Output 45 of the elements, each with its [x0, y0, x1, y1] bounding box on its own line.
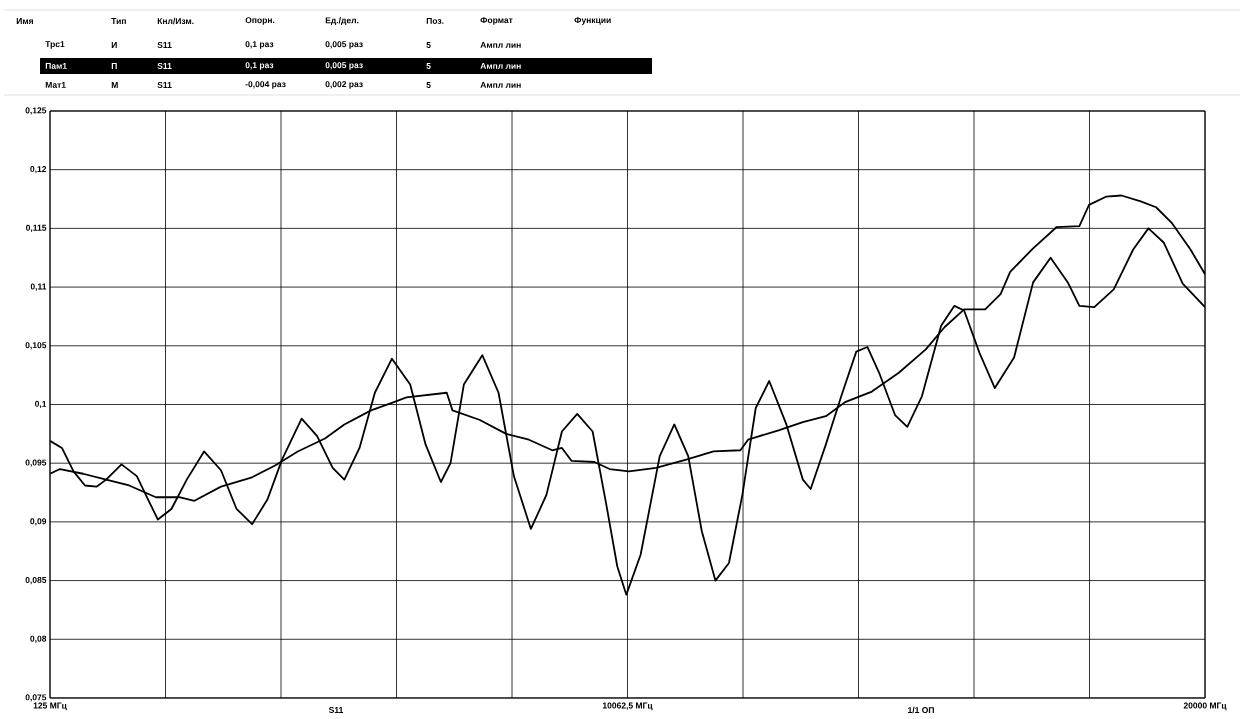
text: Ампл лин	[480, 42, 521, 48]
text: S11	[157, 62, 172, 69]
text: П	[111, 63, 117, 69]
text: Формат	[480, 17, 513, 25]
x-tick-label: 125 МГц	[33, 702, 67, 711]
text: Ампл лин	[480, 63, 521, 69]
y-tick-label: 0,115	[26, 224, 47, 233]
text: Трс1	[45, 41, 65, 49]
text: S11	[157, 41, 172, 48]
y-tick-label: 0,09	[30, 518, 47, 526]
text: 0,005 раз	[325, 41, 363, 49]
x-tick-label: 10062,5 МГц	[602, 702, 653, 711]
y-tick-label: 0,125	[25, 107, 47, 115]
y-tick-label: 0,08	[30, 635, 47, 643]
text: S11	[328, 706, 344, 713]
text: -0,004 раз	[245, 81, 286, 89]
text: Ампл лин	[480, 82, 521, 88]
x-tick-label: 20000 МГц	[1183, 702, 1227, 711]
text: Мат1	[45, 82, 66, 88]
y-tick-label: 0,12	[30, 166, 47, 174]
text: 5	[426, 63, 431, 69]
y-tick-label: 0,085	[25, 576, 47, 585]
text: Пам1	[45, 63, 67, 69]
text: S11	[157, 81, 172, 88]
text: Имя	[16, 18, 33, 24]
y-tick-label: 0,095	[25, 459, 47, 467]
text: 0,005 раз	[325, 62, 363, 70]
y-tick-label: 0,105	[25, 342, 47, 350]
text: 0,002 раз	[325, 81, 363, 89]
text: 0,1 раз	[245, 62, 274, 70]
text: Опорн.	[245, 17, 275, 25]
text: 0,1 раз	[245, 41, 274, 49]
text: 5	[426, 42, 431, 48]
text: 1/1 ОП	[908, 706, 934, 714]
text: Тип	[111, 18, 126, 24]
y-tick-label: 0,075	[25, 694, 47, 702]
text: М	[111, 82, 118, 88]
text: 5	[426, 82, 431, 88]
text: И	[111, 42, 117, 48]
y-tick-label: 0,1	[35, 400, 47, 409]
text: Кнл/Изм.	[157, 17, 194, 25]
text: Ед./дел.	[325, 17, 359, 25]
text: Функции	[574, 17, 611, 25]
text: Поз.	[426, 18, 444, 24]
y-tick-label: 0,11	[30, 283, 47, 291]
